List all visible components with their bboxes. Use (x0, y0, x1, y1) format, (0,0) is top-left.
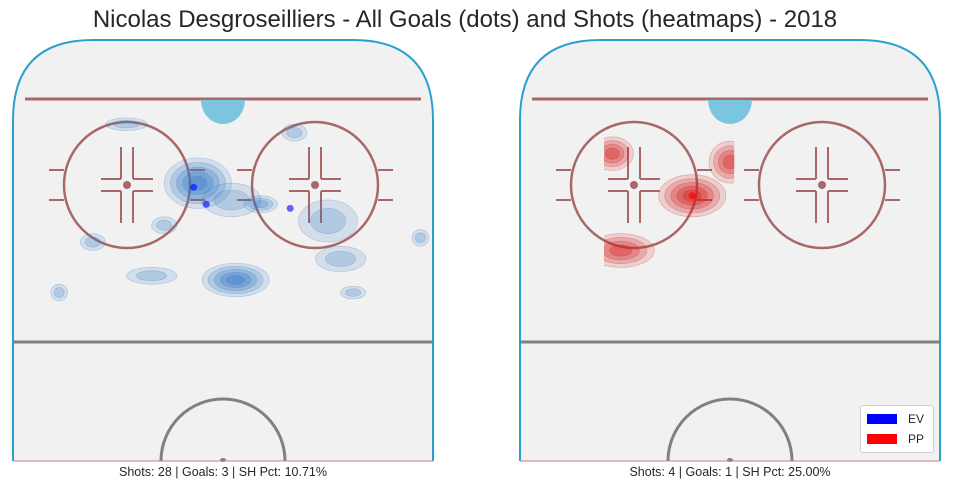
rink-pp (520, 40, 940, 462)
legend-label-ev: EV (908, 412, 925, 426)
heat-blob (298, 199, 358, 243)
heat-blob (708, 140, 735, 184)
rink-boards (519, 39, 941, 461)
rink-boards (12, 39, 434, 461)
legend-swatch-pp (867, 434, 897, 444)
heat-blob (105, 117, 148, 131)
heat-blob (201, 262, 270, 298)
goal-crease (708, 100, 752, 124)
goal-dot (688, 192, 696, 200)
heat-blob (340, 285, 367, 300)
heat-blob (201, 182, 262, 218)
faceoff-circle-right (744, 120, 900, 250)
goal-dots-pp (688, 192, 696, 200)
heat-blob (411, 229, 430, 247)
goal-dot (202, 200, 210, 208)
heat-blob (281, 123, 308, 142)
chart-title: Nicolas Desgroseilliers - All Goals (dot… (92, 6, 838, 33)
faceoff-circle-right (237, 120, 393, 250)
heat-blob (163, 157, 232, 209)
goal-crease (201, 100, 245, 124)
legend-swatch-ev (867, 414, 897, 424)
heat-blob (79, 233, 106, 251)
heatmap-ev (50, 117, 430, 302)
heatmap-pp (604, 136, 735, 268)
heat-blob (50, 283, 68, 302)
faceoff-circle-left (556, 120, 712, 250)
faceoff-circle-left (49, 120, 205, 250)
rink-ice (13, 40, 433, 461)
center-circle (159, 397, 287, 462)
pp-stats-caption: Shots: 4 | Goals: 1 | SH Pct: 25.00% (629, 465, 831, 479)
heat-blob (243, 195, 278, 213)
heat-blob (604, 233, 655, 268)
goal-dot (190, 183, 198, 191)
legend: EV PP (860, 405, 934, 453)
heat-blob (315, 245, 367, 272)
center-circle (666, 397, 794, 462)
ev-stats-caption: Shots: 28 | Goals: 3 | SH Pct: 10.71% (119, 465, 327, 479)
heat-blob (151, 216, 178, 234)
rink-ev (13, 40, 433, 462)
goal-dots-ev (190, 183, 294, 212)
heat-blob (126, 267, 178, 285)
goal-dot (286, 204, 294, 212)
legend-label-pp: PP (908, 432, 925, 446)
rink-ice (520, 40, 940, 461)
heat-blob (604, 136, 634, 171)
